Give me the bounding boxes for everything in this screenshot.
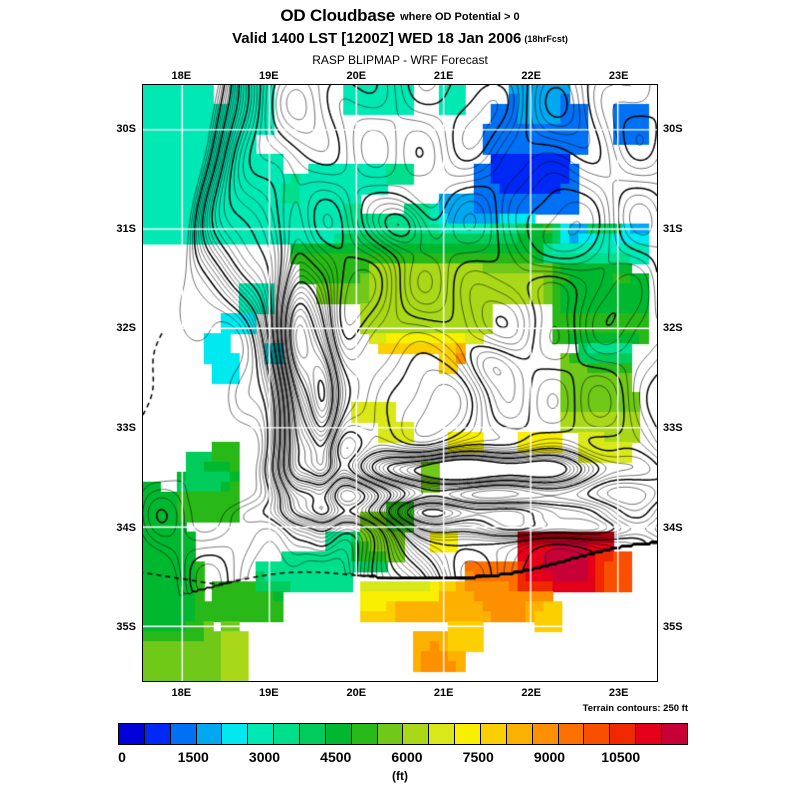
colorbar-cell-19: [610, 724, 637, 744]
colorbar-cell-6: [274, 724, 301, 744]
lat-tick-right-31S: 31S: [663, 222, 683, 235]
lon-tick-top-18E: 18E: [171, 70, 192, 82]
lon-tick-top-23E: 23E: [608, 70, 629, 82]
lat-tick-right-33S: 33S: [663, 421, 683, 434]
colorbar-cell-11: [403, 724, 430, 744]
valid-time-label: Valid 1400 LST [1200Z] WED 18 Jan 2006: [232, 30, 522, 47]
map-plot-area: [142, 84, 658, 682]
colorbar-tick-10500: 10500: [601, 749, 641, 765]
lon-tick-bottom-21E: 21E: [433, 687, 454, 699]
lon-tick-bottom-23E: 23E: [608, 687, 629, 699]
colorbar-cell-0: [119, 724, 145, 744]
terrain-contour-note: Terrain contours: 250 ft: [582, 703, 688, 714]
title-qualifier: where OD Potential > 0: [400, 11, 520, 23]
lat-tick-left-33S: 33S: [116, 421, 136, 434]
lat-tick-left-32S: 32S: [116, 322, 136, 335]
forecast-hour-tag: (18hrFcst): [524, 34, 568, 44]
lon-tick-bottom-19E: 19E: [259, 687, 279, 699]
colorbar-tick-7500: 7500: [462, 749, 494, 765]
map-frame: [142, 84, 658, 682]
colorbar-tick-6000: 6000: [391, 749, 423, 765]
colorbar: [118, 723, 688, 745]
colorbar-cell-15: [506, 724, 533, 744]
colorbar-cell-5: [248, 724, 275, 744]
title-line-2: Valid 1400 LST [1200Z] WED 18 Jan 2006 (1…: [0, 28, 800, 51]
terrain-contour-layer: [143, 85, 657, 681]
lon-tick-bottom-18E: 18E: [171, 687, 192, 699]
title-line-1: OD Cloudbase where OD Potential > 0: [0, 6, 800, 28]
colorbar-cell-4: [222, 724, 249, 744]
lon-tick-top-19E: 19E: [259, 70, 279, 82]
colorbar-tick-1500: 1500: [177, 749, 209, 765]
colorbar-cell-7: [300, 724, 326, 744]
lat-tick-left-34S: 34S: [116, 521, 136, 534]
colorbar-unit-label: (ft): [392, 769, 408, 783]
colorbar-cell-14: [481, 724, 507, 744]
lon-tick-bottom-20E: 20E: [346, 687, 367, 699]
lon-tick-top-20E: 20E: [346, 70, 367, 82]
lat-tick-left-35S: 35S: [116, 621, 136, 634]
colorbar-cell-10: [377, 724, 404, 744]
chart-title-block: OD Cloudbase where OD Potential > 0 Valid…: [0, 6, 800, 70]
lat-tick-left-30S: 30S: [116, 122, 136, 135]
colorbar-cell-17: [558, 724, 585, 744]
colorbar-tick-3000: 3000: [248, 749, 281, 765]
lon-tick-bottom-22E: 22E: [521, 687, 541, 699]
page-title: OD Cloudbase: [280, 6, 396, 25]
colorbar-cell-9: [351, 724, 378, 744]
colorbar-cell-21: [662, 724, 687, 744]
colorbar-cell-20: [636, 724, 663, 744]
lon-tick-top-22E: 22E: [521, 70, 541, 82]
model-source-label: RASP BLIPMAP - WRF Forecast: [312, 53, 488, 67]
lat-tick-right-30S: 30S: [663, 122, 683, 135]
lat-tick-left-31S: 31S: [116, 222, 136, 235]
colorbar-cell-16: [532, 724, 559, 744]
colorbar-cell-1: [144, 724, 171, 744]
colorbar-cell-18: [584, 724, 611, 744]
lon-tick-top-21E: 21E: [433, 70, 454, 82]
colorbar-cell-12: [429, 724, 456, 744]
lat-tick-right-35S: 35S: [663, 621, 683, 634]
colorbar-tick-0: 0: [118, 749, 126, 765]
colorbar-cell-8: [325, 724, 352, 744]
colorbar-tick-9000: 9000: [533, 749, 566, 765]
lat-tick-right-34S: 34S: [663, 521, 683, 534]
colorbar-tick-labels: 0 1500 3000 4500 6000 7500 9000 10500: [0, 749, 800, 767]
colorbar-cell-2: [170, 724, 197, 744]
colorbar-swatches: [118, 723, 688, 745]
lat-tick-right-32S: 32S: [663, 322, 683, 335]
colorbar-cell-13: [455, 724, 482, 744]
colorbar-cell-3: [196, 724, 223, 744]
colorbar-tick-4500: 4500: [320, 749, 352, 765]
